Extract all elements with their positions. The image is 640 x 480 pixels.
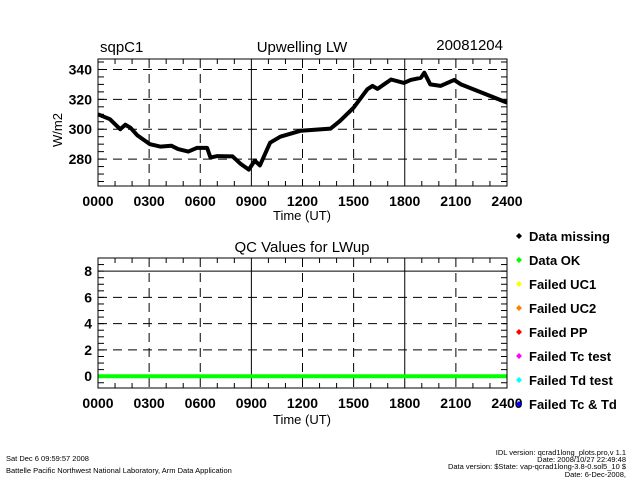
x-tick-label: 0600	[185, 395, 216, 411]
x-tick-label: 1200	[287, 193, 318, 209]
legend-marker-icon	[516, 401, 522, 407]
legend-item-label: Failed UC2	[529, 301, 596, 316]
upper-x-label: Time (UT)	[273, 208, 331, 223]
y-tick-label: 320	[69, 91, 93, 107]
y-tick-label: 340	[69, 61, 93, 77]
lower-chart-title: QC Values for LWup	[234, 239, 369, 256]
legend-item-label: Failed Td test	[529, 373, 613, 388]
x-tick-label: 2100	[440, 395, 471, 411]
y-tick-label: 8	[84, 263, 92, 279]
series-line-lwup	[97, 70, 508, 172]
upper-y-label: W/m2	[50, 113, 65, 147]
site-label: sqpC1	[100, 39, 143, 56]
lower-x-label: Time (UT)	[273, 412, 331, 427]
upper-plot: 0000 0300 0600 0900 1200 1500 1800 2100 2400 280 3…	[69, 58, 523, 209]
x-tick-label: 2100	[440, 193, 471, 209]
footer-data-version: Data version: $State: vap-qcrad1long-3.8…	[448, 462, 627, 471]
legend-item-label: Failed Tc & Td	[529, 397, 617, 412]
y-tick-label: 280	[69, 151, 93, 167]
x-tick-label: 1500	[338, 193, 369, 209]
x-tick-label: 0300	[134, 193, 165, 209]
upper-chart-title: Upwelling LW	[257, 39, 348, 56]
legend-item-label: Data missing	[529, 229, 610, 244]
legend-marker-icon	[516, 329, 522, 335]
legend: Data missing Data OK Failed UC1 Failed UC2 F…	[516, 229, 617, 412]
x-tick-label: 0900	[236, 193, 267, 209]
footer-idl-version: IDL version: qcrad1long_plots.pro,v 1.1	[496, 448, 626, 457]
x-tick-label: 2400	[491, 395, 522, 411]
x-tick-label: 0000	[82, 395, 113, 411]
lower-plot: 0000 0300 0600 0900 1200 1500 1800 2100 2400 0 2 4 6…	[82, 257, 523, 411]
legend-item-label: Failed Tc test	[529, 349, 612, 364]
x-tick-label: 0000	[82, 193, 113, 209]
x-tick-label: 1800	[389, 193, 420, 209]
plot-frame	[97, 257, 508, 389]
x-tick-label: 0900	[236, 395, 267, 411]
legend-marker-icon	[516, 377, 522, 383]
legend-item-label: Failed UC1	[529, 277, 596, 292]
x-tick-label: 0600	[185, 193, 216, 209]
legend-marker-icon	[516, 233, 522, 239]
legend-item-label: Data OK	[529, 253, 581, 268]
legend-marker-icon	[516, 305, 522, 311]
x-tick-label: 2400	[491, 193, 522, 209]
y-tick-label: 2	[84, 342, 92, 358]
y-tick-label: 6	[84, 289, 92, 305]
x-tick-label: 0300	[134, 395, 165, 411]
legend-item-label: Failed PP	[529, 325, 588, 340]
footer-credit: Battelle Pacific Northwest National Labo…	[6, 466, 232, 475]
footer-idl-date: Date: 2008/10/27 22:49:48	[537, 455, 626, 464]
date-label: 20081204	[436, 37, 503, 54]
x-tick-label: 1800	[389, 395, 420, 411]
y-tick-label: 0	[84, 368, 92, 384]
plot-frame	[97, 58, 508, 187]
y-tick-label: 4	[84, 316, 92, 332]
legend-marker-icon	[516, 281, 522, 287]
y-tick-label: 300	[69, 121, 93, 137]
x-tick-label: 1500	[338, 395, 369, 411]
footer-data-date: Date: 6-Dec-2008,	[565, 470, 626, 479]
legend-marker-icon	[516, 257, 522, 263]
x-tick-label: 1200	[287, 395, 318, 411]
legend-marker-icon	[516, 353, 522, 359]
footer-timestamp: Sat Dec 6 09:59:57 2008	[6, 454, 89, 463]
